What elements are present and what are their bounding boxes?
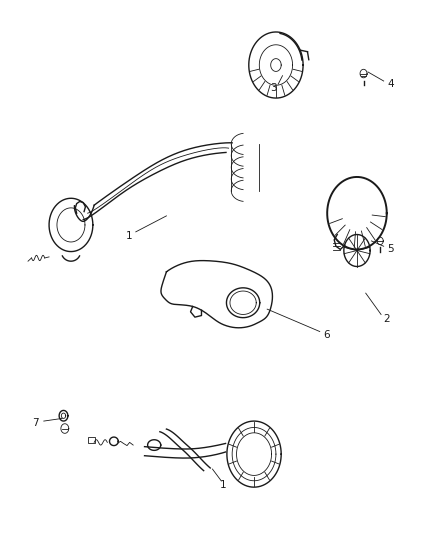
Text: 6: 6	[323, 330, 330, 340]
Text: 7: 7	[32, 418, 39, 427]
Text: 3: 3	[270, 83, 277, 93]
Bar	[88, 437, 95, 443]
Text: 1: 1	[126, 231, 133, 240]
Text: 1: 1	[220, 480, 227, 490]
Text: 2: 2	[383, 314, 390, 324]
Text: 4: 4	[387, 79, 394, 89]
Text: 5: 5	[387, 245, 394, 254]
